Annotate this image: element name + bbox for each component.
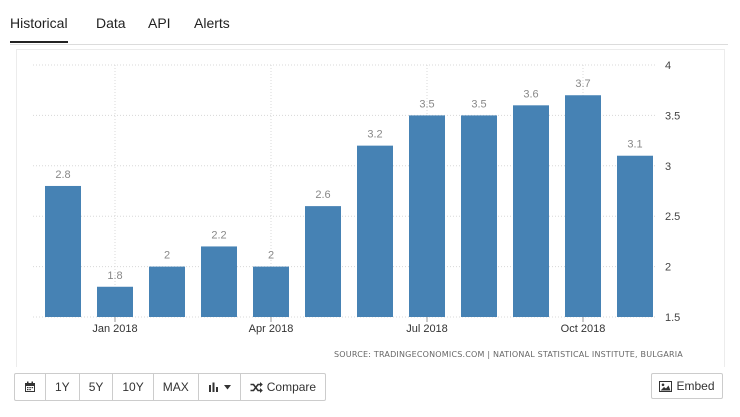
shuffle-icon [250, 381, 263, 393]
compare-label: Compare [266, 380, 317, 394]
range-10y-button[interactable]: 10Y [113, 374, 154, 400]
data-label: 2 [268, 250, 274, 262]
x-tick-label: Oct 2018 [561, 323, 606, 335]
chart-type-button[interactable] [199, 374, 241, 400]
bar [253, 266, 289, 317]
tab-bar: Historical Data API Alerts [10, 0, 728, 45]
bar [617, 155, 653, 317]
embed-label: Embed [676, 379, 715, 393]
y-tick-label: 3.5 [665, 110, 680, 122]
x-tick-label: Jan 2018 [92, 323, 137, 335]
bar-chart-icon [208, 382, 218, 392]
y-tick-label: 3 [665, 161, 671, 173]
data-label: 3.6 [523, 88, 538, 100]
bar [409, 115, 445, 318]
bar [357, 145, 393, 317]
data-label: 2.2 [211, 229, 226, 241]
bar [305, 206, 341, 317]
bar [45, 185, 81, 317]
y-tick-label: 2.5 [665, 211, 680, 223]
tab-historical[interactable]: Historical [10, 15, 68, 43]
bar [461, 115, 497, 318]
x-tick-label: Apr 2018 [249, 323, 294, 335]
calendar-icon [25, 381, 35, 392]
chart-container: 1.5 2 2.5 3 3.5 4 2.8 1.8 2 2.2 2 2.6 3.2 3.5 3.5 3.6 3.… [16, 49, 725, 367]
bar [97, 286, 133, 317]
compare-button[interactable]: Compare [241, 374, 325, 400]
tab-api[interactable]: API [148, 15, 171, 31]
tab-alerts[interactable]: Alerts [194, 15, 230, 31]
data-label: 3.7 [575, 78, 590, 90]
data-label: 3.5 [471, 98, 486, 110]
y-tick-label: 2 [665, 262, 671, 274]
range-1y-button[interactable]: 1Y [46, 374, 80, 400]
bar [149, 266, 185, 317]
data-label: 2.6 [315, 189, 330, 201]
caret-down-icon [223, 384, 231, 389]
data-label: 2 [164, 250, 170, 262]
source-note: SOURCE: TRADINGECONOMICS.COM | NATIONAL … [334, 350, 683, 359]
y-tick-label: 1.5 [665, 312, 680, 324]
image-icon [659, 380, 673, 392]
x-tick-label: Jul 2018 [406, 323, 448, 335]
y-tick-label: 4 [665, 60, 671, 72]
data-label: 1.8 [107, 270, 122, 282]
bar-chart: 1.5 2 2.5 3 3.5 4 2.8 1.8 2 2.2 2 2.6 3.2 3.5 3.5 3.6 3.… [33, 60, 680, 335]
calendar-button[interactable] [15, 374, 46, 400]
tab-data[interactable]: Data [96, 15, 126, 31]
bar [513, 105, 549, 317]
data-label: 2.8 [55, 169, 70, 181]
data-label: 3.1 [627, 139, 642, 151]
bar [565, 95, 601, 317]
data-label: 3.2 [367, 129, 382, 141]
range-5y-button[interactable]: 5Y [80, 374, 114, 400]
bar [201, 246, 237, 317]
embed-button[interactable]: Embed [651, 373, 723, 399]
range-max-button[interactable]: MAX [154, 374, 199, 400]
data-label: 3.5 [419, 98, 434, 110]
chart-toolbar: 1Y 5Y 10Y MAX Compare [14, 373, 327, 401]
